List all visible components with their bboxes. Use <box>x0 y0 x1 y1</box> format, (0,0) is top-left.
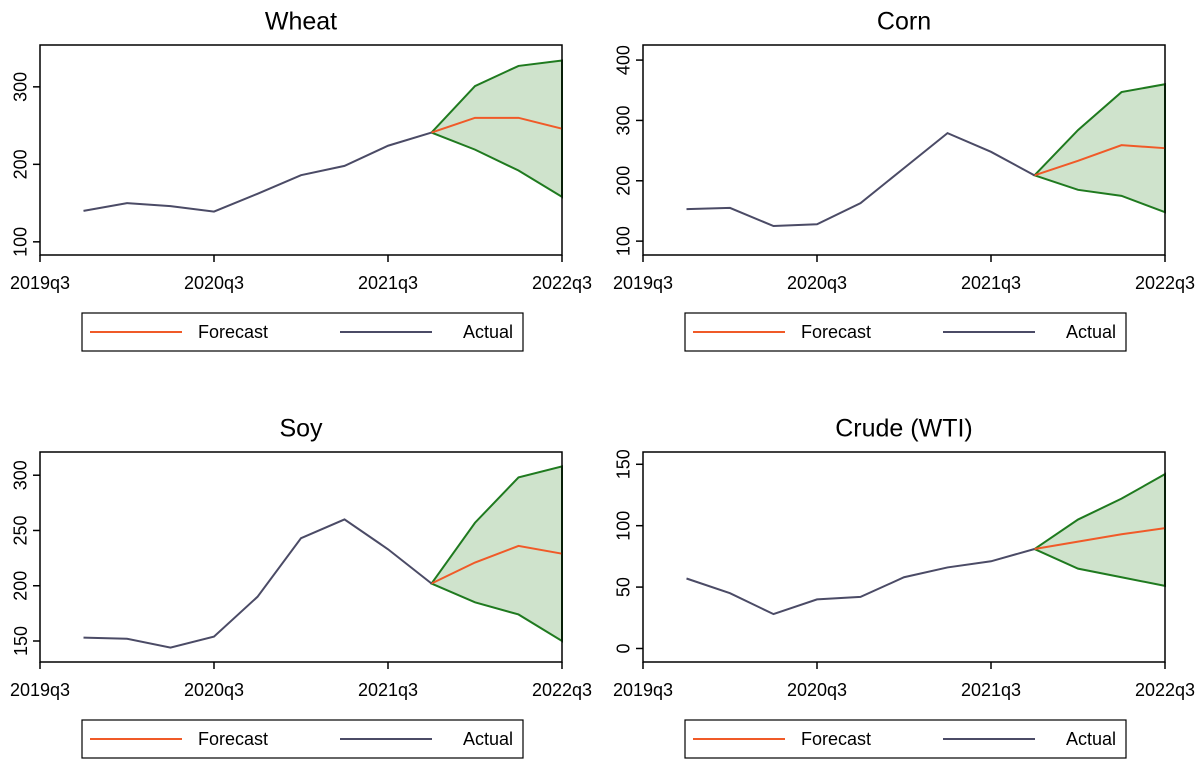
x-tick-label: 2019q3 <box>10 680 70 700</box>
y-tick-label: 100 <box>11 227 31 257</box>
legend-label: Actual <box>463 729 513 749</box>
y-tick-label: 50 <box>614 577 634 597</box>
series-line <box>83 518 433 649</box>
x-tick-label: 2021q3 <box>961 273 1021 293</box>
x-tick-label: 2022q3 <box>1135 273 1195 293</box>
x-tick-label: 2021q3 <box>961 680 1021 700</box>
forecast-band <box>429 59 563 199</box>
x-tick-label: 2019q3 <box>613 680 673 700</box>
x-tick-label: 2020q3 <box>184 680 244 700</box>
y-tick-label: 250 <box>11 515 31 545</box>
panel-title: Wheat <box>265 8 337 36</box>
series-line <box>686 131 1035 228</box>
y-tick-label: 400 <box>614 45 634 75</box>
series-line <box>83 131 432 213</box>
legend-label: Forecast <box>198 729 268 749</box>
y-tick-label: 100 <box>614 226 634 256</box>
legend-label: Forecast <box>198 322 268 342</box>
panel-title: Soy <box>279 415 323 443</box>
x-tick-label: 2020q3 <box>184 273 244 293</box>
x-tick-label: 2019q3 <box>613 273 673 293</box>
y-tick-label: 100 <box>614 511 634 541</box>
y-tick-label: 150 <box>11 626 31 656</box>
x-tick-label: 2022q3 <box>532 273 592 293</box>
x-tick-label: 2021q3 <box>358 273 418 293</box>
plot-frame <box>39 451 563 663</box>
y-tick-label: 0 <box>614 643 634 653</box>
series-line <box>431 544 563 585</box>
panel-title: Corn <box>877 8 931 36</box>
plot-frame <box>642 451 1166 663</box>
y-tick-label: 300 <box>11 72 31 102</box>
y-tick-label: 300 <box>11 460 31 490</box>
y-tick-label: 200 <box>614 166 634 196</box>
legend-label: Forecast <box>801 322 871 342</box>
legend-label: Actual <box>1066 729 1116 749</box>
x-tick-label: 2021q3 <box>358 680 418 700</box>
y-tick-label: 200 <box>11 571 31 601</box>
legend-label: Forecast <box>801 729 871 749</box>
panel-title: Crude (WTI) <box>835 415 973 443</box>
x-tick-label: 2022q3 <box>532 680 592 700</box>
x-tick-label: 2022q3 <box>1135 680 1195 700</box>
x-tick-label: 2020q3 <box>787 680 847 700</box>
x-tick-label: 2020q3 <box>787 273 847 293</box>
plot-frame <box>39 44 563 256</box>
plot-frame <box>642 44 1166 256</box>
y-tick-label: 200 <box>11 149 31 179</box>
legend-label: Actual <box>1066 322 1116 342</box>
x-tick-label: 2019q3 <box>10 273 70 293</box>
y-tick-label: 300 <box>614 105 634 135</box>
series-line <box>1034 144 1166 177</box>
series-line <box>686 548 1035 616</box>
legend-label: Actual <box>463 322 513 342</box>
series-line <box>431 116 563 134</box>
y-tick-label: 150 <box>614 449 634 479</box>
series-line <box>1034 527 1166 551</box>
forecast-band <box>1032 83 1166 214</box>
